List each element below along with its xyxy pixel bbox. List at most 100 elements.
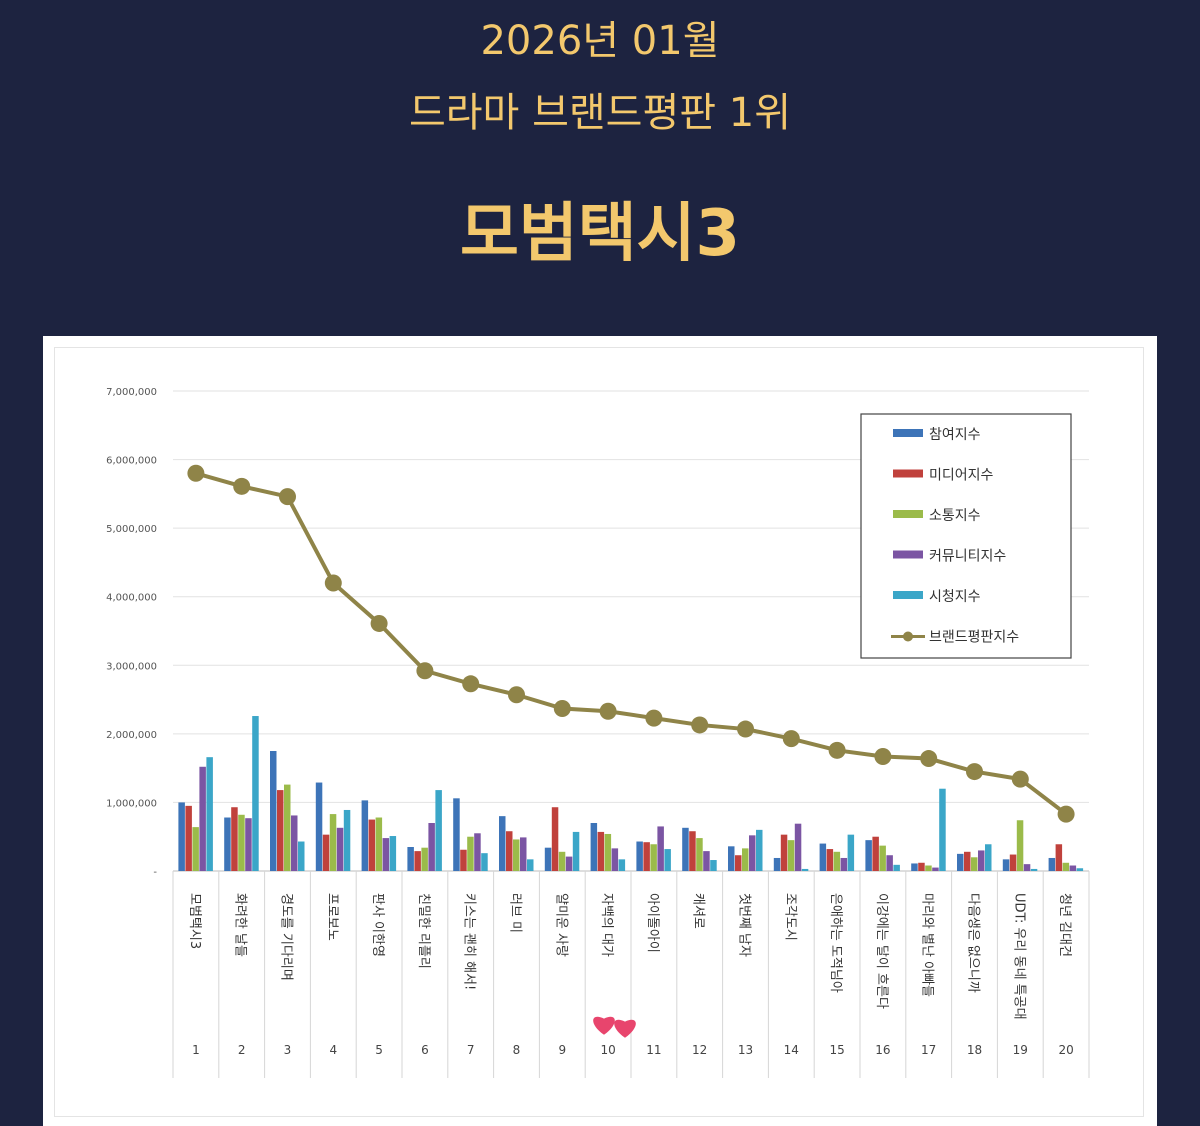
category-label: 이강에는 달이 흐른다 [874,893,889,1009]
rank-number: 5 [375,1043,383,1057]
bar [375,817,383,871]
bar [749,835,756,871]
rank-number: 10 [600,1043,615,1057]
line-point [645,709,663,727]
bar [231,807,238,871]
bar [1076,868,1084,871]
rank-number: 11 [646,1043,661,1057]
rank-number: 6 [421,1043,429,1057]
bar [728,846,735,871]
category-label: 첫번째 남자 [737,893,752,957]
bar [361,800,369,871]
bar [664,849,671,871]
rank-number: 4 [329,1043,337,1057]
y-tick-label: 4,000,000 [106,593,157,604]
bar [735,855,742,871]
bar [329,814,337,871]
rank-number: 18 [967,1043,982,1057]
line-point [553,699,571,717]
bar [277,790,284,871]
bar [939,788,946,871]
category-label: 키스는 괜히 해서! [462,893,477,990]
bar [513,839,520,871]
bar [1023,864,1031,871]
legend-label: 소통지수 [929,508,981,524]
category-label: 캐셔로 [691,893,706,929]
rank-number: 2 [238,1043,246,1057]
rank-number: 14 [784,1043,799,1057]
bar [893,864,900,871]
line-point [737,720,754,738]
bar [636,841,643,871]
line-point [691,716,709,734]
category-label: 프로보노 [324,893,339,941]
heart-icon [614,1019,636,1038]
category-label: 판사 이한영 [370,893,385,957]
bar [1030,868,1038,871]
bar [558,851,566,871]
bar [1002,859,1010,871]
bar [618,859,626,871]
bar [886,855,893,871]
y-tick-label: 3,000,000 [106,661,157,672]
category-label: 청년 김대건 [1057,893,1072,957]
y-tick-label: 1,000,000 [106,798,157,809]
category-label: 자백의 대가 [599,893,614,957]
bar [985,844,992,871]
y-tick-label: 5,000,000 [106,524,157,535]
bar [453,798,460,871]
legend-swatch [893,550,923,559]
bar [1016,820,1024,871]
bar [224,817,231,871]
bar [932,867,939,871]
legend-label: 브랜드평판지수 [929,630,1019,646]
line-point [279,488,296,506]
line-point [233,477,251,495]
bar [481,853,488,871]
line-point [782,730,800,748]
bar [590,823,598,871]
category-label: UDT: 우리 동네 특공대 [1011,893,1026,1020]
line-point [966,763,983,781]
bar [428,823,435,871]
category-label: 얄미운 사랑 [553,893,569,957]
bar [756,829,763,871]
legend-swatch [903,631,913,642]
bar [252,716,259,871]
rank-number: 3 [284,1043,292,1057]
bar [597,831,605,871]
rank-number: 13 [738,1043,753,1057]
legend-swatch [893,469,923,478]
bar [421,847,428,871]
rank-number: 9 [558,1043,566,1057]
line-point [370,614,388,632]
bar [964,851,971,871]
bar [689,831,696,871]
bar [1062,862,1070,871]
bar [506,831,513,871]
bar [474,833,481,871]
bar [572,831,580,871]
category-label: 은애하는 도적님아 [828,893,843,993]
category-label: 러브 미 [508,893,523,933]
category-label: 경도를 기다리며 [279,893,294,981]
bar [801,868,809,871]
line-point [324,574,342,592]
bar [918,862,925,871]
brand-reputation-chart: - 1,000,000 2,000,000 3,000,000 4,000,000 5,0… [106,387,1090,1078]
y-tick-label: 2,000,000 [106,730,157,741]
bar [206,757,213,871]
legend-swatch [893,591,923,599]
bar [742,848,749,871]
rank-number: 15 [829,1043,844,1057]
bar [322,834,330,871]
bar [794,823,802,871]
bar [336,827,344,871]
rank-number: 20 [1058,1043,1073,1057]
bar [291,815,298,871]
report-date: 2026년 01월 [480,18,720,64]
bar [414,851,421,871]
category-label: 조각도시 [782,893,797,941]
bar [957,853,964,871]
line-point [599,702,617,720]
